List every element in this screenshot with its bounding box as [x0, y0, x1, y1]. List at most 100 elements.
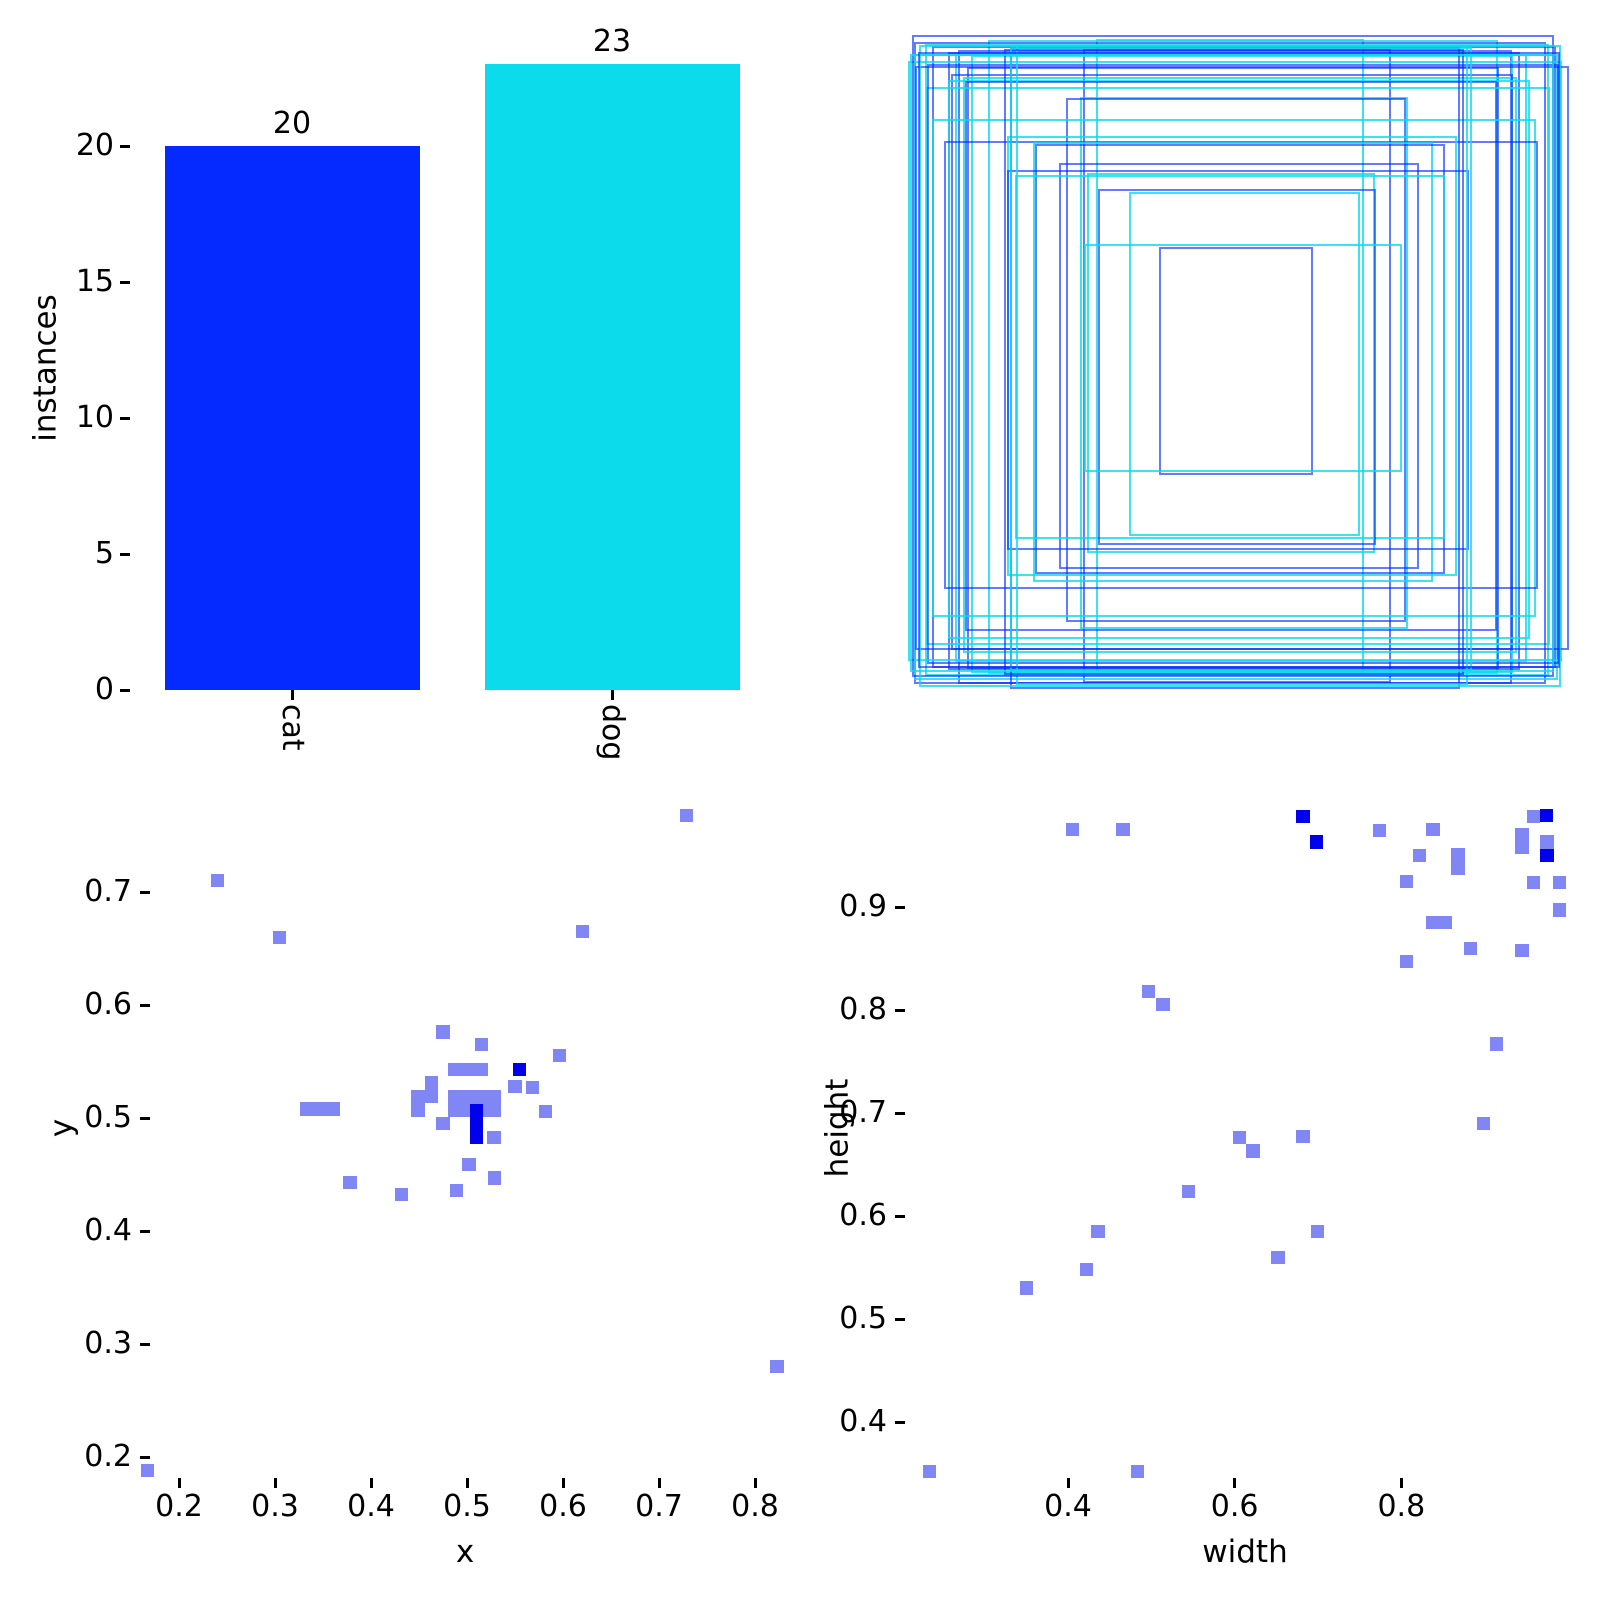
bar-value-label: 23 — [592, 24, 632, 60]
heatmap-cell — [1463, 941, 1478, 955]
heatmap-cell — [1425, 915, 1453, 930]
heatmap-cell — [1552, 875, 1567, 889]
x-tick-mark — [1233, 1478, 1237, 1488]
bounding-box-dog — [947, 79, 1531, 639]
y-tick-mark — [140, 1342, 150, 1346]
x-tick-label: 0.3 — [251, 1489, 299, 1524]
y-tick-mark — [895, 1317, 905, 1321]
heatmap-cell — [770, 1359, 784, 1374]
heatmap-cell — [508, 1079, 522, 1093]
heatmap-cell — [1065, 823, 1079, 837]
heatmap-cell-dense — [469, 1103, 484, 1144]
bounding-box-cat — [1003, 49, 1465, 675]
heatmap-cell — [273, 930, 287, 944]
heatmap-cell — [1477, 1116, 1491, 1130]
heatmap-cell-dense — [1540, 848, 1554, 863]
y-tick-mark — [140, 1455, 150, 1459]
bounding-box-dog — [1079, 97, 1408, 629]
heatmap-cell — [1130, 1464, 1144, 1479]
x-tick-mark — [273, 1478, 277, 1488]
bounding-box-cat — [917, 51, 1561, 669]
heatmap-cell — [1489, 1037, 1503, 1051]
class-bar-dog — [484, 64, 740, 690]
heatmap-cell — [1091, 1224, 1105, 1239]
x-tick-label: 0.6 — [539, 1489, 587, 1524]
x-tick-mark — [1066, 1478, 1070, 1488]
x-tick-label: 0.7 — [635, 1489, 683, 1524]
y-tick-mark — [140, 1003, 150, 1007]
y-tick-mark — [140, 890, 150, 894]
x-tick-label: 0.2 — [155, 1489, 203, 1524]
y-tick-label: 0.5 — [84, 1100, 132, 1135]
heatmap-cell-dense — [1539, 808, 1553, 822]
heatmap-cell — [488, 1171, 502, 1185]
bounding-box-dog — [1083, 243, 1403, 473]
heatmap-cell — [411, 1090, 425, 1117]
class-bar-cat — [164, 146, 420, 690]
x-tick-label: 0.4 — [347, 1489, 395, 1524]
bounding-box-dog — [932, 118, 1536, 618]
heatmap-cell — [1540, 835, 1554, 849]
y-tick-label: 0.8 — [839, 992, 887, 1027]
y-tick-mark — [140, 1229, 150, 1233]
bounding-box-dog — [1087, 172, 1375, 554]
bounding-box-cat — [1066, 98, 1406, 622]
x-tick-mark — [657, 1478, 661, 1488]
xy-xlabel: x — [455, 1534, 475, 1570]
heatmap-cell — [424, 1076, 439, 1104]
bounding-box-dog — [1014, 175, 1446, 539]
heatmap-cell — [1296, 1130, 1310, 1144]
heatmap-cell — [448, 1062, 488, 1077]
heatmap-cell — [1116, 823, 1130, 837]
y-tick-label: 0.5 — [839, 1301, 887, 1336]
y-tick-label: 5 — [94, 536, 114, 571]
y-tick-label: 0.4 — [839, 1404, 887, 1439]
bounding-box-dog — [910, 54, 1554, 672]
x-tick-mark — [753, 1478, 757, 1488]
y-tick-mark — [120, 280, 130, 284]
heatmap-cell — [487, 1130, 501, 1144]
heatmap-cell — [1413, 848, 1427, 863]
heatmap-cell — [343, 1175, 357, 1190]
x-tick-mark — [610, 690, 614, 700]
heatmap-cell — [680, 808, 694, 822]
heatmap-cell — [923, 1464, 937, 1479]
y-tick-mark — [895, 1008, 905, 1012]
heatmap-cell — [1079, 1262, 1093, 1277]
heatmap-cell — [1310, 1224, 1324, 1239]
heatmap-cell — [462, 1157, 476, 1171]
y-tick-label: 20 — [75, 128, 114, 163]
heatmap-cell — [1515, 943, 1529, 957]
bounding-box-cat — [1097, 188, 1377, 546]
x-tick-mark — [465, 1478, 469, 1488]
heatmap-cell — [300, 1102, 341, 1116]
y-tick-label: 0.7 — [84, 874, 132, 909]
heatmap-cell — [1019, 1281, 1033, 1295]
x-tick-label-cat: cat — [275, 704, 310, 751]
x-tick-mark — [1399, 1478, 1403, 1488]
heatmap-cell — [575, 924, 589, 939]
heatmap-cell — [552, 1049, 566, 1063]
heatmap-cell-dense — [513, 1062, 527, 1077]
heatmap-cell — [1399, 874, 1413, 888]
y-tick-label: 15 — [75, 264, 114, 299]
bounding-box-cat — [915, 66, 1569, 650]
y-tick-label: 0.7 — [839, 1095, 887, 1130]
y-tick-mark — [120, 416, 130, 420]
heatmap-cell — [539, 1104, 553, 1118]
x-tick-mark — [369, 1478, 373, 1488]
y-tick-mark — [120, 144, 130, 148]
y-tick-label: 0.2 — [84, 1439, 132, 1474]
x-tick-label: 0.8 — [731, 1489, 779, 1524]
bounding-box-dog — [1033, 142, 1433, 582]
heatmap-cell — [1527, 809, 1541, 823]
bounding-box-dog — [1128, 191, 1360, 537]
heatmap-cell — [1246, 1144, 1260, 1158]
heatmap-cell-dense — [1296, 809, 1310, 823]
y-tick-label: 0.3 — [84, 1326, 132, 1361]
y-tick-label: 0.6 — [839, 1198, 887, 1233]
y-tick-mark — [895, 1214, 905, 1218]
x-tick-label: 0.4 — [1044, 1489, 1092, 1524]
heatmap-cell — [210, 874, 225, 888]
heatmap-cell — [1233, 1131, 1247, 1145]
